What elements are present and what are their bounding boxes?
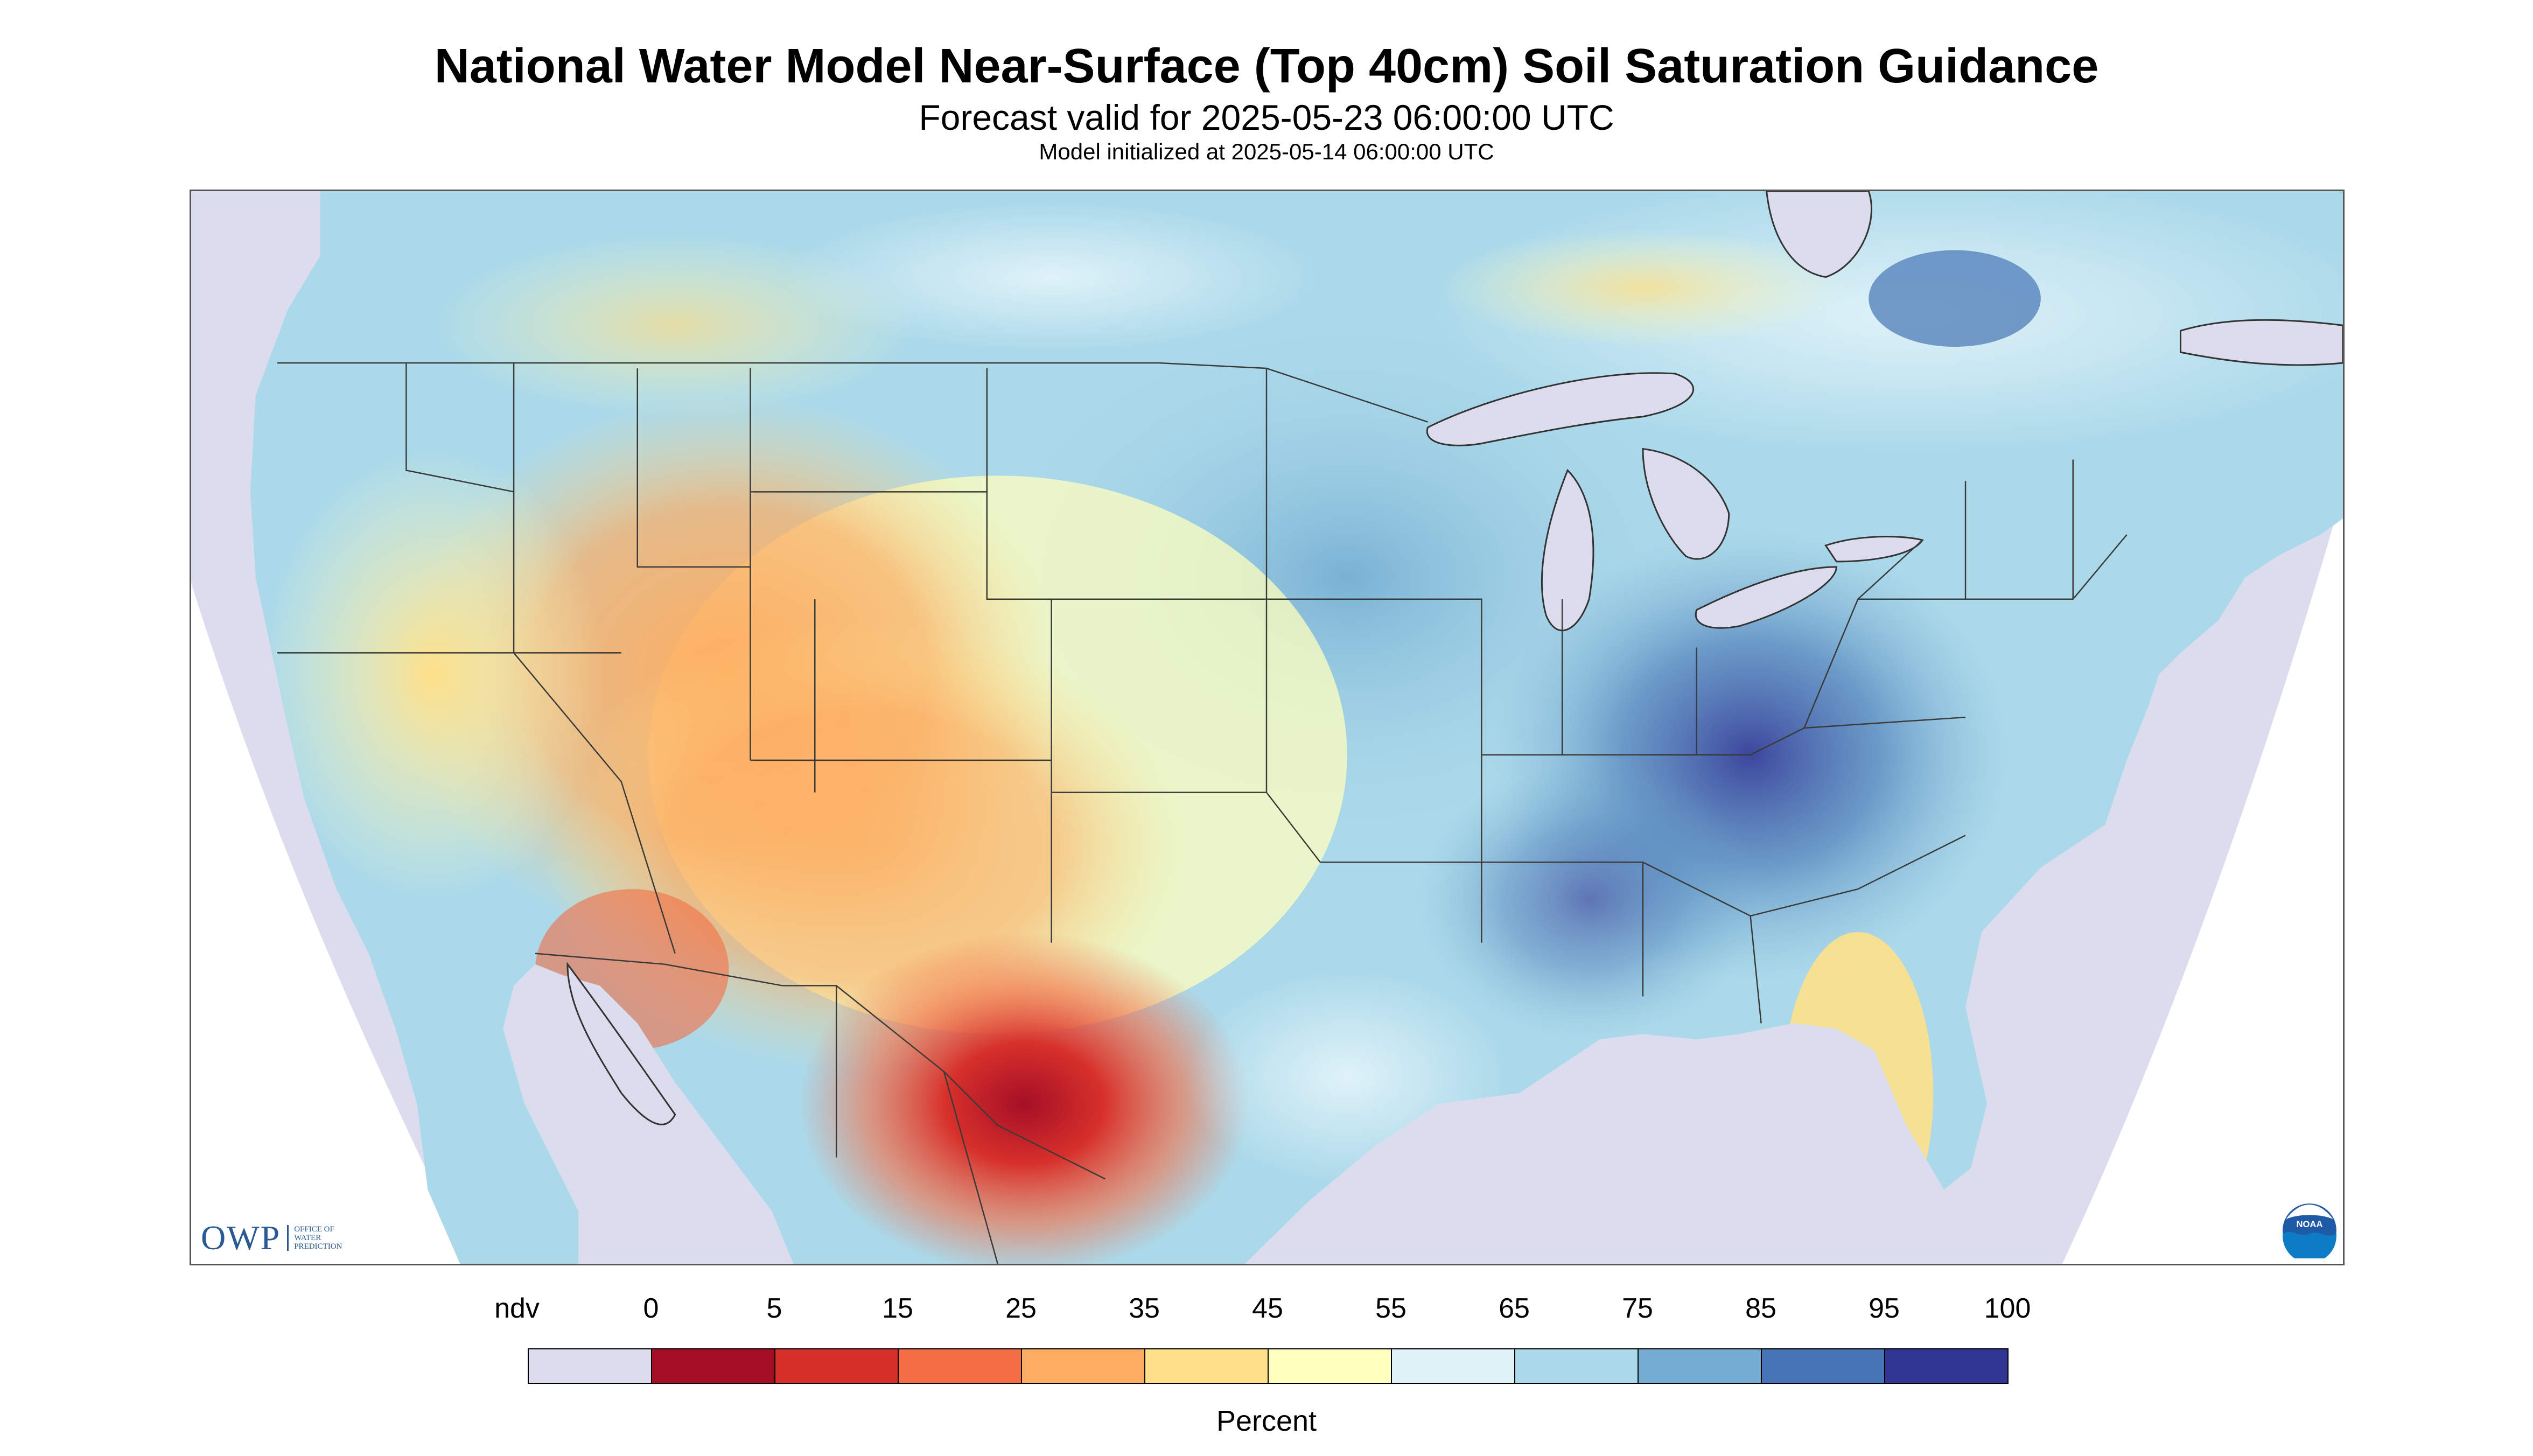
soil-saturation-map[interactable]: OWP OFFICE OF WATER PREDICTION NOAA [190, 190, 2345, 1265]
legend-swatch [774, 1348, 899, 1384]
owp-line: OFFICE OF [294, 1225, 334, 1234]
legend-ndv-label: ndv [494, 1293, 540, 1324]
lake-superior [1426, 372, 1694, 446]
legend-swatch [1884, 1348, 2009, 1384]
noaa-logo: NOAA [2283, 1203, 2336, 1258]
legend-swatch [898, 1348, 1022, 1384]
owp-line: WATER [294, 1234, 321, 1242]
boundaries [277, 362, 2128, 1264]
map-canvas [191, 191, 2343, 1264]
owp-line: PREDICTION [294, 1242, 342, 1251]
legend-swatch [1638, 1348, 1762, 1384]
legend-tick-label: 15 [882, 1293, 913, 1324]
lake-erie [1695, 566, 1837, 629]
legend-swatch [1144, 1348, 1269, 1384]
map-title: National Water Model Near-Surface (Top 4… [434, 39, 2099, 93]
legend-swatch [1514, 1348, 1639, 1384]
us-mexico-border [535, 953, 1106, 1180]
lake-michigan [1541, 468, 1594, 632]
forecast-valid-time: Forecast valid for 2025-05-23 06:00:00 U… [919, 97, 1614, 137]
legend-swatch [651, 1348, 775, 1384]
outside-domain-left [191, 583, 471, 1264]
legend-tick-label: 5 [766, 1293, 782, 1324]
legend-tick-label: 65 [1499, 1293, 1530, 1324]
noaa-logo-text: NOAA [2297, 1219, 2323, 1229]
legend-swatch [1761, 1348, 1885, 1384]
gulf-of-st-lawrence [2179, 319, 2343, 366]
legend-swatch [1268, 1348, 1392, 1384]
legend-tick-label: 35 [1129, 1293, 1160, 1324]
lake-huron [1642, 447, 1730, 560]
legend-tick-label: 0 [643, 1293, 659, 1324]
outside-domain-right [2062, 492, 2343, 1264]
legend-swatch [528, 1348, 652, 1384]
legend-tick-label: 75 [1622, 1293, 1653, 1324]
hudson-bay [1766, 191, 1872, 278]
legend-tick-label: 45 [1252, 1293, 1283, 1324]
legend-swatch [1021, 1348, 1145, 1384]
model-init-time: Model initialized at 2025-05-14 06:00:00… [1039, 139, 1494, 164]
color-legend: ndv 0 5 15 25 35 45 55 65 75 85 95 100 Percent [0, 1292, 2533, 1454]
legend-unit-label: Percent [1216, 1405, 1317, 1437]
legend-tick-label: 95 [1869, 1293, 1900, 1324]
legend-tick-label: 55 [1375, 1293, 1407, 1324]
legend-swatch [1391, 1348, 1515, 1384]
owp-logo: OWP OFFICE OF WATER PREDICTION [201, 1219, 380, 1257]
owp-letters: OWP [201, 1219, 281, 1257]
legend-tick-label: 85 [1745, 1293, 1776, 1324]
us-canada-border [277, 362, 1428, 423]
owp-subtitle: OFFICE OF WATER PREDICTION [287, 1225, 380, 1251]
legend-tick-label: 25 [1005, 1293, 1037, 1324]
legend-tick-label: 100 [1984, 1293, 2031, 1324]
gulf-of-california [566, 962, 676, 1125]
